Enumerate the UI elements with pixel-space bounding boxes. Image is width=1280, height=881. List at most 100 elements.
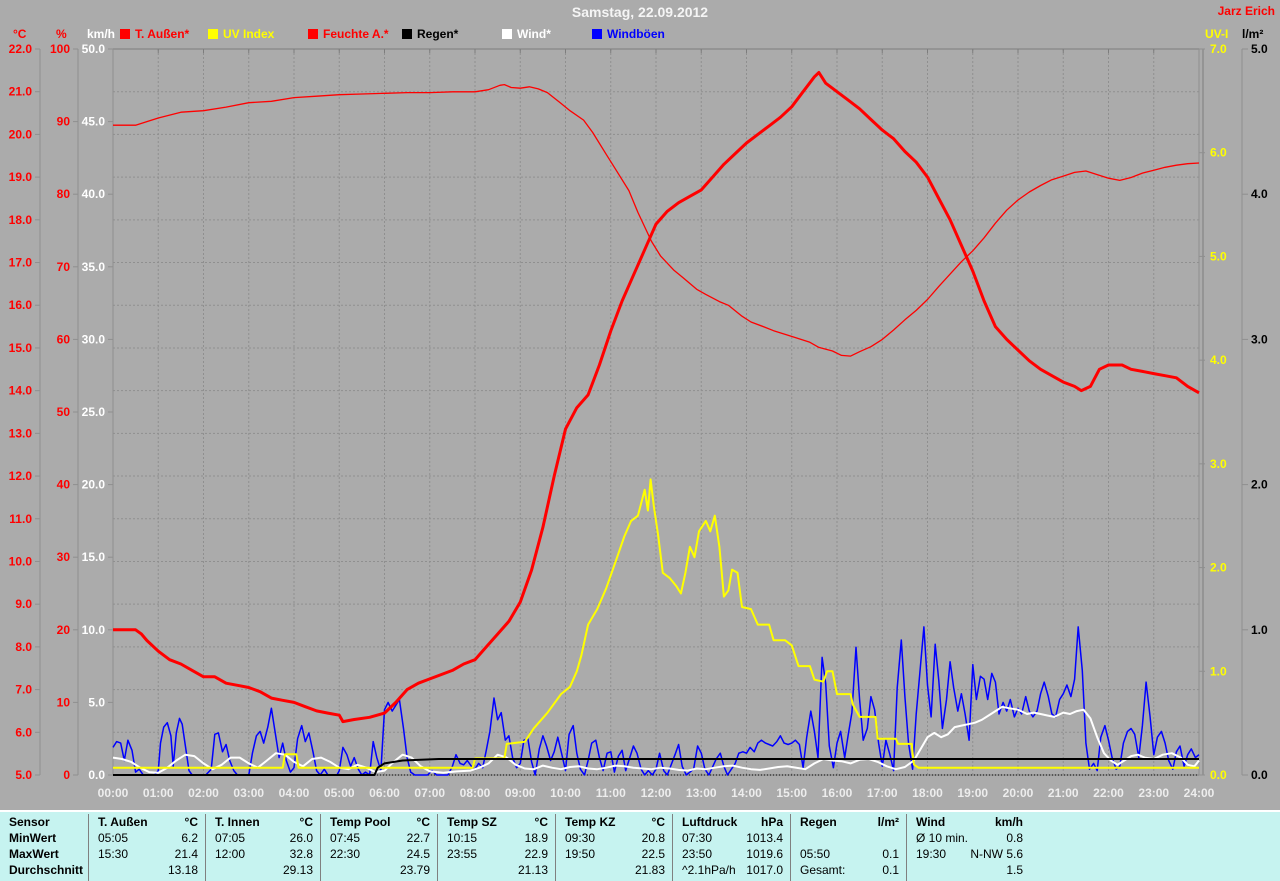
legend-item-uv-index: UV Index: [208, 27, 274, 41]
stat-cell: 07:45 22.7: [321, 830, 437, 846]
svg-text:11.0: 11.0: [9, 512, 32, 526]
stat-cell: 21.83: [556, 862, 672, 878]
svg-text:08:00: 08:00: [460, 786, 491, 800]
svg-text:22.0: 22.0: [9, 42, 33, 56]
stat-value: 22.9: [524, 847, 548, 861]
svg-text:6.0: 6.0: [1210, 146, 1227, 160]
stat-value: 1017.0: [746, 863, 783, 877]
legend-swatch-icon: [502, 29, 512, 39]
svg-text:11:00: 11:00: [596, 786, 626, 800]
stat-time: 23:55: [447, 847, 478, 861]
stat-sensor-unit: °C: [416, 815, 430, 829]
stat-value: 21.4: [174, 847, 198, 861]
svg-text:5.0: 5.0: [15, 768, 32, 782]
svg-text:25.0: 25.0: [82, 405, 106, 419]
svg-text:22:00: 22:00: [1093, 786, 1124, 800]
stat-column-filler: [1030, 814, 1280, 881]
svg-text:6.0: 6.0: [15, 725, 32, 739]
stat-time: Ø 10 min.: [916, 831, 969, 845]
stat-column-temp-pool: Temp Pool °C 07:45 22.7 22:30 24.5 23.79: [320, 814, 437, 881]
legend-swatch-icon: [308, 29, 318, 39]
stat-time: 05:05: [98, 831, 129, 845]
svg-text:30.0: 30.0: [82, 332, 106, 346]
stat-value: 32.8: [289, 847, 313, 861]
stat-cell: ^2.1hPa/h 1017.0: [673, 862, 790, 878]
svg-text:3.0: 3.0: [1210, 457, 1227, 471]
svg-text:06:00: 06:00: [369, 786, 400, 800]
stat-value: 18.9: [524, 831, 548, 845]
stat-value: N-NW 5.6: [970, 847, 1023, 861]
svg-text:15:00: 15:00: [776, 786, 807, 800]
svg-text:19.0: 19.0: [9, 170, 33, 184]
svg-text:20:00: 20:00: [1003, 786, 1034, 800]
stat-row-label: MinWert: [9, 831, 57, 845]
stat-value: 23.79: [399, 863, 430, 877]
page-title: Samstag, 22.09.2012: [571, 4, 709, 20]
stat-time: 09:30: [565, 831, 596, 845]
svg-text:1.0: 1.0: [1251, 623, 1268, 637]
legend-label: Wind*: [517, 27, 551, 41]
stat-cell: Gesamt: 0.1: [791, 862, 906, 878]
stat-sensor-unit: °C: [299, 815, 313, 829]
stat-value: 22.5: [641, 847, 665, 861]
stat-time: Gesamt:: [800, 863, 846, 877]
svg-text:04:00: 04:00: [279, 786, 310, 800]
stat-cell: 07:30 1013.4: [673, 830, 790, 846]
stat-time: 15:30: [98, 847, 129, 861]
svg-text:21.0: 21.0: [9, 85, 33, 99]
svg-text:30: 30: [57, 550, 71, 564]
svg-text:21:00: 21:00: [1048, 786, 1079, 800]
svg-text:18:00: 18:00: [912, 786, 943, 800]
stat-value: 6.2: [181, 831, 198, 845]
stat-time: 07:45: [330, 831, 361, 845]
svg-text:20.0: 20.0: [82, 478, 106, 492]
series-windb-en: [112, 626, 1200, 776]
svg-text:5.0: 5.0: [1210, 249, 1227, 263]
svg-text:09:00: 09:00: [505, 786, 536, 800]
series-uv-index: [113, 478, 1199, 769]
x-axis-labels: 00:00 01:00 02:00 03:00 04:00 05:00 06:00 07:00…: [98, 786, 1215, 800]
stat-cell: 29.13: [206, 862, 320, 878]
stat-header: T. Innen °C: [206, 814, 320, 830]
svg-text:16:00: 16:00: [822, 786, 853, 800]
stat-cell: 23.79: [321, 862, 437, 878]
axis-unit-liter-m2: l/m²: [1242, 27, 1264, 41]
stat-header: Regen l/m²: [791, 814, 906, 830]
stat-sensor-name: Luftdruck: [682, 815, 738, 829]
axis-unit-celsius: °C: [13, 27, 27, 41]
chart-frame: [112, 48, 1204, 776]
svg-text:23:00: 23:00: [1138, 786, 1169, 800]
svg-text:0.0: 0.0: [88, 768, 105, 782]
stat-value: 21.13: [517, 863, 548, 877]
stat-column-regen: Regen l/m² 05:50 0.1 Gesamt: 0.1: [790, 814, 906, 881]
svg-text:2.0: 2.0: [1210, 561, 1227, 575]
svg-text:13:00: 13:00: [686, 786, 717, 800]
stat-time: 22:30: [330, 847, 361, 861]
legend-label: T. Außen*: [135, 27, 190, 41]
svg-text:03:00: 03:00: [233, 786, 264, 800]
legend-label: Regen*: [417, 27, 459, 41]
stat-sensor-unit: l/m²: [877, 815, 899, 829]
svg-text:17.0: 17.0: [9, 256, 33, 270]
svg-text:4.0: 4.0: [1251, 187, 1268, 201]
legend-item-feuchte: Feuchte A.*: [308, 27, 389, 41]
weather-chart: 22.0 21.0 20.0 19.0 18.0 17.0 16.0 15.0 14.0 13.0…: [9, 42, 1268, 800]
stat-sensor-unit: km/h: [994, 815, 1023, 829]
stat-value: 1019.6: [746, 847, 783, 861]
legend-swatch-icon: [592, 29, 602, 39]
svg-text:70: 70: [57, 260, 71, 274]
svg-text:01:00: 01:00: [143, 786, 174, 800]
stat-value: 20.8: [641, 831, 665, 845]
axis-unit-uv: UV-I: [1205, 27, 1229, 41]
svg-text:2.0: 2.0: [1251, 478, 1268, 492]
svg-text:3.0: 3.0: [1251, 332, 1268, 346]
stat-cell: 07:05 26.0: [206, 830, 320, 846]
svg-text:50: 50: [57, 405, 71, 419]
svg-text:90: 90: [57, 115, 71, 129]
stat-row-label: Sensor: [9, 815, 50, 829]
stat-cell: 10:15 18.9: [438, 830, 555, 846]
svg-text:07:00: 07:00: [414, 786, 445, 800]
svg-text:12.0: 12.0: [9, 469, 33, 483]
chart-gridlines: [113, 49, 1199, 775]
